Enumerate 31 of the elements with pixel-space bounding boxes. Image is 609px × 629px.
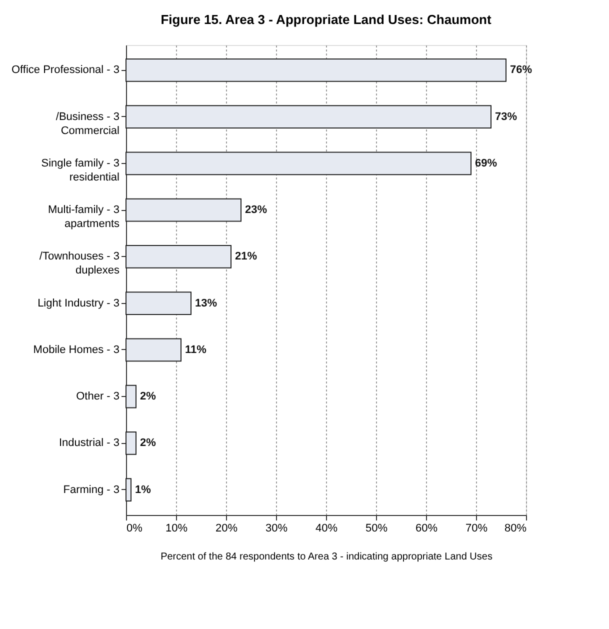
data-label: 13% xyxy=(195,297,218,310)
y-tick-label: Office Professional - 3 xyxy=(11,64,120,76)
y-tick-label: Light Industry - 3 xyxy=(38,297,120,310)
data-label: 2% xyxy=(140,437,156,450)
x-tick-label: 40% xyxy=(315,522,338,534)
x-tick-label: 50% xyxy=(365,522,388,534)
x-tick-label: 30% xyxy=(265,522,288,534)
y-tick-label: /Townhouses - 3 duplexes xyxy=(39,250,120,277)
y-tick-label: Other - 3 xyxy=(76,390,120,403)
data-label: 1% xyxy=(135,484,152,496)
x-tick-label: 80% xyxy=(504,522,527,534)
y-tick-label: Multi-family - 3 apartments xyxy=(48,204,120,230)
data-label: 2% xyxy=(140,390,156,403)
x-tick-label: 60% xyxy=(415,522,438,534)
data-label: 73% xyxy=(495,110,518,123)
y-tick-label: Mobile Homes - 3 xyxy=(33,344,120,356)
x-tick-label: 70% xyxy=(465,522,488,534)
x-tick-label: 0% xyxy=(126,522,143,534)
data-label: 21% xyxy=(235,250,258,263)
y-tick-label: Farming - 3 xyxy=(63,484,120,496)
y-tick-label: Single family - 3 residential xyxy=(41,157,120,184)
data-label: 69% xyxy=(475,157,498,170)
y-tick-label: /Business - 3 Commercial xyxy=(56,110,120,137)
y-tick-label: Industrial - 3 xyxy=(58,437,120,450)
data-label: 76% xyxy=(510,64,532,76)
data-label: 23% xyxy=(245,204,268,216)
x-tick-label: 20% xyxy=(215,522,238,534)
x-tick-label: 10% xyxy=(165,522,188,534)
data-label: 11% xyxy=(185,344,207,356)
x-axis-title: Percent of the 84 respondents to Area 3 - indicating appropriate Land Uses xyxy=(160,552,492,562)
chart-title: Figure 15. Area 3 - Appropriate Land Uses: Chaumont xyxy=(160,12,492,27)
